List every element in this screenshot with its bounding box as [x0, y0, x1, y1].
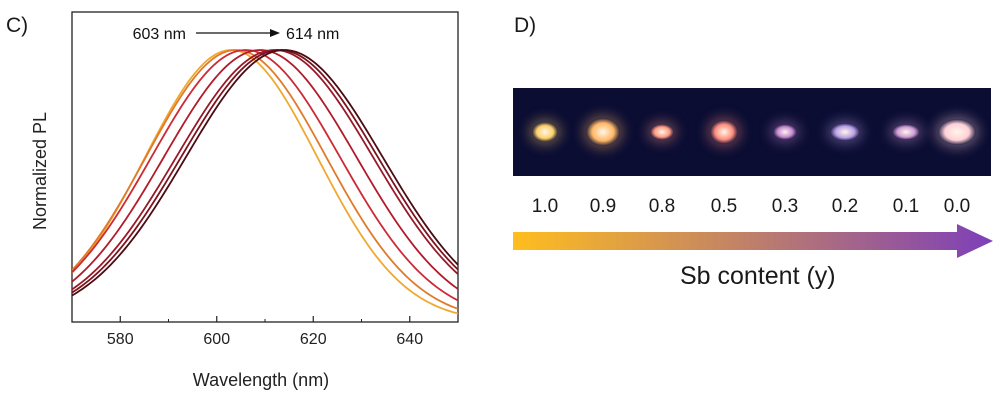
sb-value-label: 0.5 — [710, 196, 738, 217]
x-tick-label-580: 580 — [107, 331, 134, 348]
luminescent-powder — [830, 123, 860, 141]
sample-0.9 — [574, 88, 633, 176]
sample-0.5 — [695, 88, 754, 176]
y-axis-label: Normalized PL — [30, 112, 50, 230]
spectrum-line-2 — [72, 49, 458, 310]
pl-spectra-chart: 580 600 620 640 Wavelength (nm) Normalized PL… — [30, 11, 459, 390]
annotation-end-label: 614 nm — [286, 26, 339, 43]
spectrum-line-3 — [72, 49, 458, 302]
arrow-shape — [513, 224, 993, 258]
spectrum-line-7 — [72, 49, 458, 297]
sample-1.0 — [516, 88, 575, 176]
luminescent-powder — [650, 124, 674, 140]
panel-c-label: C) — [6, 14, 29, 37]
sample-0.0 — [928, 88, 987, 176]
x-tick-label-620: 620 — [300, 331, 327, 348]
spectrum-line-4 — [72, 49, 458, 290]
sb-value-label: 0.1 — [892, 196, 920, 217]
sample-photo — [513, 88, 991, 176]
annotation-start-label: 603 nm — [133, 26, 186, 43]
luminescent-powder — [710, 120, 738, 144]
spectrum-line-1 — [72, 49, 458, 315]
sample-0.2 — [816, 88, 875, 176]
luminescent-powder — [892, 124, 920, 140]
sample-0.8 — [633, 88, 692, 176]
arrow-label: Sb content (y) — [680, 262, 836, 290]
x-tick-label-640: 640 — [396, 331, 423, 348]
spectrum-line-6 — [72, 49, 458, 294]
luminescent-powder — [773, 124, 797, 140]
luminescent-powder — [586, 118, 620, 146]
annotation-arrow-head — [270, 29, 280, 37]
luminescent-powder — [532, 122, 558, 142]
sb-value-label: 0.3 — [771, 196, 799, 217]
plot-frame — [71, 11, 459, 323]
sb-value-label: 1.0 — [531, 196, 559, 217]
x-tick-label-600: 600 — [203, 331, 230, 348]
sb-value-label: 0.8 — [648, 196, 676, 217]
sample-0.3 — [756, 88, 815, 176]
x-axis-label: Wavelength (nm) — [193, 370, 329, 390]
luminescent-powder — [938, 119, 976, 145]
sb-value-label: 0.2 — [831, 196, 859, 217]
panel-d-label: D) — [514, 14, 537, 37]
sb-value-label: 0.9 — [589, 196, 617, 217]
sb-content-arrow — [513, 224, 993, 258]
spectrum-line-5 — [72, 49, 458, 291]
sb-value-label: 0.0 — [943, 196, 971, 217]
sample-0.1 — [877, 88, 936, 176]
